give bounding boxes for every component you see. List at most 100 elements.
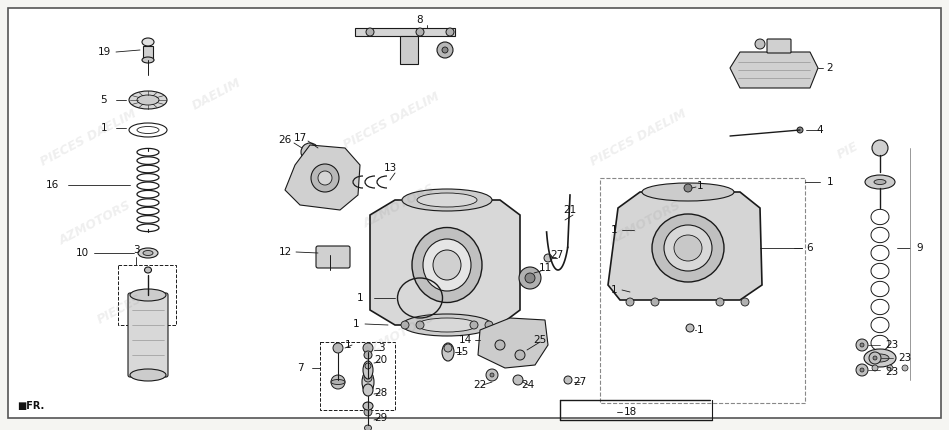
Text: 3: 3: [378, 343, 384, 353]
Circle shape: [301, 143, 319, 161]
Ellipse shape: [664, 225, 712, 271]
Ellipse shape: [417, 193, 477, 207]
Circle shape: [741, 298, 749, 306]
Text: 1: 1: [611, 225, 617, 235]
Circle shape: [755, 39, 765, 49]
Text: 22: 22: [474, 380, 487, 390]
Circle shape: [519, 267, 541, 289]
Circle shape: [363, 343, 373, 353]
Polygon shape: [730, 52, 818, 88]
Text: 1: 1: [101, 123, 107, 133]
Ellipse shape: [402, 314, 492, 336]
Circle shape: [364, 351, 372, 359]
FancyBboxPatch shape: [128, 293, 168, 377]
Ellipse shape: [142, 38, 154, 46]
Circle shape: [513, 375, 523, 385]
Ellipse shape: [331, 380, 345, 384]
Circle shape: [495, 340, 505, 350]
Circle shape: [485, 321, 493, 329]
Circle shape: [365, 363, 371, 369]
Bar: [355, 28, 455, 36]
Text: 19: 19: [98, 47, 111, 57]
Ellipse shape: [417, 318, 477, 332]
FancyBboxPatch shape: [316, 246, 350, 268]
Circle shape: [401, 321, 409, 329]
Ellipse shape: [144, 267, 152, 273]
Ellipse shape: [137, 126, 159, 133]
Text: AZMOTORS: AZMOTORS: [607, 199, 684, 248]
Ellipse shape: [412, 227, 482, 302]
Circle shape: [333, 343, 343, 353]
Ellipse shape: [362, 371, 374, 393]
Circle shape: [872, 365, 878, 371]
Circle shape: [311, 164, 339, 192]
Text: DAELIM: DAELIM: [190, 76, 243, 113]
Ellipse shape: [364, 425, 371, 430]
Circle shape: [856, 364, 868, 376]
Ellipse shape: [864, 349, 896, 367]
Text: PIE: PIE: [835, 140, 861, 161]
Ellipse shape: [642, 183, 734, 201]
Text: PIECES DAELIM: PIECES DAELIM: [38, 107, 139, 169]
Ellipse shape: [138, 248, 158, 258]
Circle shape: [331, 375, 345, 389]
Bar: [600, 178, 805, 403]
Ellipse shape: [442, 343, 454, 361]
Text: 4: 4: [817, 125, 824, 135]
Ellipse shape: [874, 179, 886, 184]
Text: 7: 7: [297, 363, 304, 373]
Ellipse shape: [652, 214, 724, 282]
Circle shape: [525, 273, 535, 283]
Circle shape: [869, 352, 881, 364]
Ellipse shape: [433, 250, 461, 280]
Circle shape: [490, 373, 494, 377]
Text: 5: 5: [101, 95, 107, 105]
Polygon shape: [608, 192, 762, 300]
Circle shape: [446, 28, 454, 36]
Circle shape: [873, 356, 877, 360]
Circle shape: [544, 254, 552, 262]
Circle shape: [860, 343, 864, 347]
Circle shape: [857, 365, 863, 371]
Text: 14: 14: [458, 335, 472, 345]
Text: ■FR.: ■FR.: [17, 401, 45, 412]
Circle shape: [797, 127, 803, 133]
Bar: [400, 36, 418, 64]
Text: 1: 1: [697, 325, 703, 335]
Text: 1: 1: [827, 177, 833, 187]
Polygon shape: [285, 145, 360, 210]
Text: 23: 23: [899, 353, 912, 363]
Text: PIECES DAELIM: PIECES DAELIM: [342, 89, 442, 151]
Text: 13: 13: [383, 163, 397, 173]
Circle shape: [486, 369, 498, 381]
Text: PIECES: PIECES: [95, 292, 144, 327]
Ellipse shape: [143, 251, 153, 255]
Text: 6: 6: [807, 243, 813, 253]
Text: AZMOTORS: AZMOTORS: [361, 311, 437, 360]
Text: 27: 27: [550, 250, 564, 260]
Text: 27: 27: [573, 377, 586, 387]
Text: 26: 26: [278, 135, 291, 145]
Text: 20: 20: [375, 355, 387, 365]
Polygon shape: [370, 200, 520, 325]
Ellipse shape: [137, 95, 159, 105]
Ellipse shape: [363, 402, 373, 410]
Ellipse shape: [129, 91, 167, 109]
Circle shape: [437, 42, 453, 58]
Text: 23: 23: [885, 340, 899, 350]
Circle shape: [442, 47, 448, 53]
Text: 10: 10: [75, 248, 88, 258]
Ellipse shape: [142, 57, 154, 63]
Text: AZMOTORS: AZMOTORS: [361, 182, 437, 231]
Text: 1: 1: [697, 181, 703, 191]
Ellipse shape: [423, 239, 471, 291]
Circle shape: [684, 184, 692, 192]
Circle shape: [416, 321, 424, 329]
Text: 16: 16: [46, 180, 59, 190]
Circle shape: [470, 321, 478, 329]
Bar: [118, 265, 176, 325]
Circle shape: [416, 28, 424, 36]
Circle shape: [444, 344, 452, 352]
Circle shape: [686, 324, 694, 332]
Ellipse shape: [130, 289, 166, 301]
